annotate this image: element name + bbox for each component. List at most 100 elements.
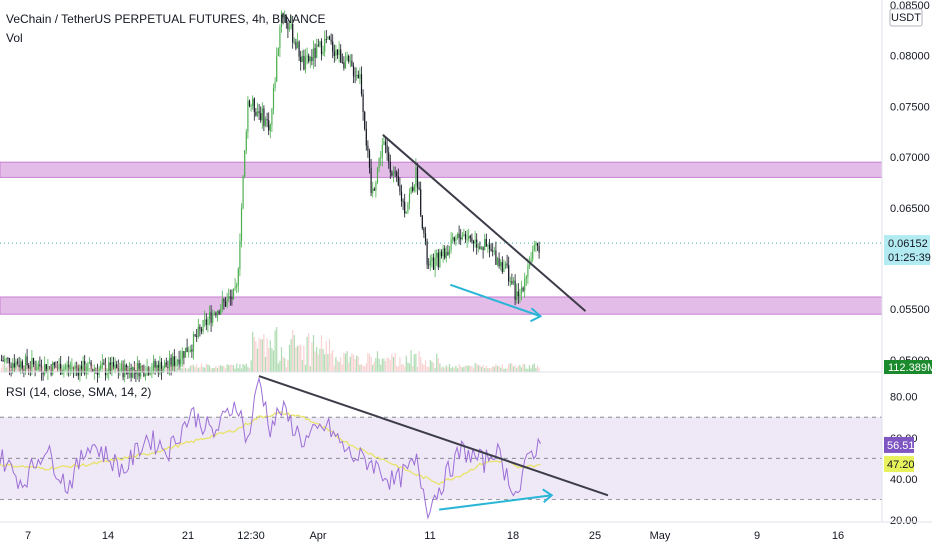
rsi-ma-line bbox=[0, 411, 541, 486]
candle bbox=[453, 236, 455, 245]
volume-bar bbox=[471, 366, 473, 372]
candle-body bbox=[63, 368, 65, 373]
candle bbox=[173, 349, 175, 372]
candle-body bbox=[45, 364, 47, 373]
volume-bar bbox=[29, 363, 31, 372]
candle-body bbox=[322, 51, 324, 55]
candle-body bbox=[301, 55, 303, 63]
volume-bar bbox=[168, 367, 171, 372]
candle bbox=[428, 258, 430, 270]
candle-body bbox=[146, 367, 148, 376]
candle-body bbox=[533, 245, 535, 251]
candle-body bbox=[184, 347, 187, 358]
candle-body bbox=[338, 49, 340, 56]
candle-body bbox=[180, 358, 182, 365]
candle-body bbox=[421, 215, 423, 229]
candle-body bbox=[405, 211, 407, 214]
candle-body bbox=[448, 250, 451, 255]
candle bbox=[207, 316, 209, 333]
candle-body bbox=[493, 250, 495, 252]
volume-bar bbox=[127, 367, 129, 372]
candle-body bbox=[229, 296, 231, 298]
candle bbox=[349, 54, 351, 68]
candle bbox=[96, 363, 99, 383]
candle-body bbox=[74, 365, 76, 369]
volume-bar bbox=[474, 363, 476, 372]
countdown-value: 01:25:39 bbox=[888, 252, 931, 264]
candle-body bbox=[76, 365, 78, 369]
volume-bar bbox=[114, 365, 116, 372]
volume-bar bbox=[332, 350, 334, 372]
volume-bar bbox=[66, 364, 68, 372]
volume-bar bbox=[488, 367, 491, 372]
candle bbox=[108, 356, 110, 381]
volume-bar bbox=[10, 367, 12, 372]
volume-bar bbox=[28, 368, 30, 372]
chart-title: VeChain / TetherUS PERPETUAL FUTURES, 4h… bbox=[6, 12, 326, 26]
candle bbox=[237, 266, 239, 293]
candle-body bbox=[172, 356, 174, 368]
candle-body bbox=[335, 49, 337, 56]
candle-body bbox=[464, 234, 467, 240]
candle bbox=[130, 363, 132, 382]
candle-body bbox=[226, 298, 228, 307]
candle bbox=[410, 186, 412, 195]
volume-bar bbox=[210, 368, 212, 372]
candle bbox=[356, 67, 358, 81]
candle-body bbox=[500, 262, 502, 267]
volume-bar bbox=[428, 367, 430, 372]
candle bbox=[440, 249, 443, 259]
candle bbox=[501, 256, 503, 274]
candle-body bbox=[444, 248, 446, 258]
volume-bar bbox=[154, 367, 156, 372]
volume-bar bbox=[152, 364, 155, 372]
volume-bar bbox=[400, 364, 403, 372]
volume-bar bbox=[500, 367, 502, 372]
candle bbox=[364, 110, 366, 131]
candle bbox=[396, 170, 398, 182]
volume-bar bbox=[16, 363, 19, 372]
volume-bar bbox=[162, 366, 164, 372]
candle bbox=[74, 362, 76, 376]
candle-body bbox=[311, 57, 313, 61]
volume-bar bbox=[455, 365, 457, 372]
volume-bar bbox=[117, 363, 119, 372]
volume-bar bbox=[248, 367, 251, 372]
candle-body bbox=[191, 349, 193, 352]
volume-bar bbox=[325, 341, 327, 372]
candle bbox=[120, 360, 123, 373]
candle bbox=[493, 246, 495, 255]
candle bbox=[42, 371, 44, 381]
candle bbox=[125, 363, 127, 375]
candle-body bbox=[368, 150, 371, 168]
candle bbox=[352, 62, 355, 84]
currency-badge bbox=[889, 8, 923, 27]
candle bbox=[244, 150, 246, 179]
candle bbox=[317, 38, 319, 48]
volume-bar bbox=[485, 365, 487, 372]
candle bbox=[71, 358, 73, 374]
candle-body bbox=[55, 365, 57, 368]
candle bbox=[456, 232, 459, 240]
candle-body bbox=[519, 293, 521, 297]
candle-body bbox=[144, 375, 147, 377]
volume-bar bbox=[301, 360, 303, 372]
candle-body bbox=[479, 246, 481, 249]
candle-body bbox=[44, 364, 46, 375]
candle-body bbox=[370, 167, 372, 194]
candle bbox=[418, 181, 420, 191]
candle bbox=[23, 365, 25, 378]
volume-bar bbox=[184, 367, 187, 372]
candle bbox=[444, 245, 446, 260]
volume-bar bbox=[0, 367, 3, 372]
candle-body bbox=[388, 152, 390, 162]
candle-body bbox=[316, 44, 318, 58]
candle-body bbox=[354, 75, 356, 77]
candle-body bbox=[52, 362, 54, 375]
current-price-value: 0.06152 bbox=[888, 238, 928, 250]
volume-bar bbox=[13, 367, 15, 372]
candle bbox=[384, 136, 387, 154]
price-tick-label: 0.07000 bbox=[890, 152, 930, 164]
candle bbox=[495, 241, 497, 266]
